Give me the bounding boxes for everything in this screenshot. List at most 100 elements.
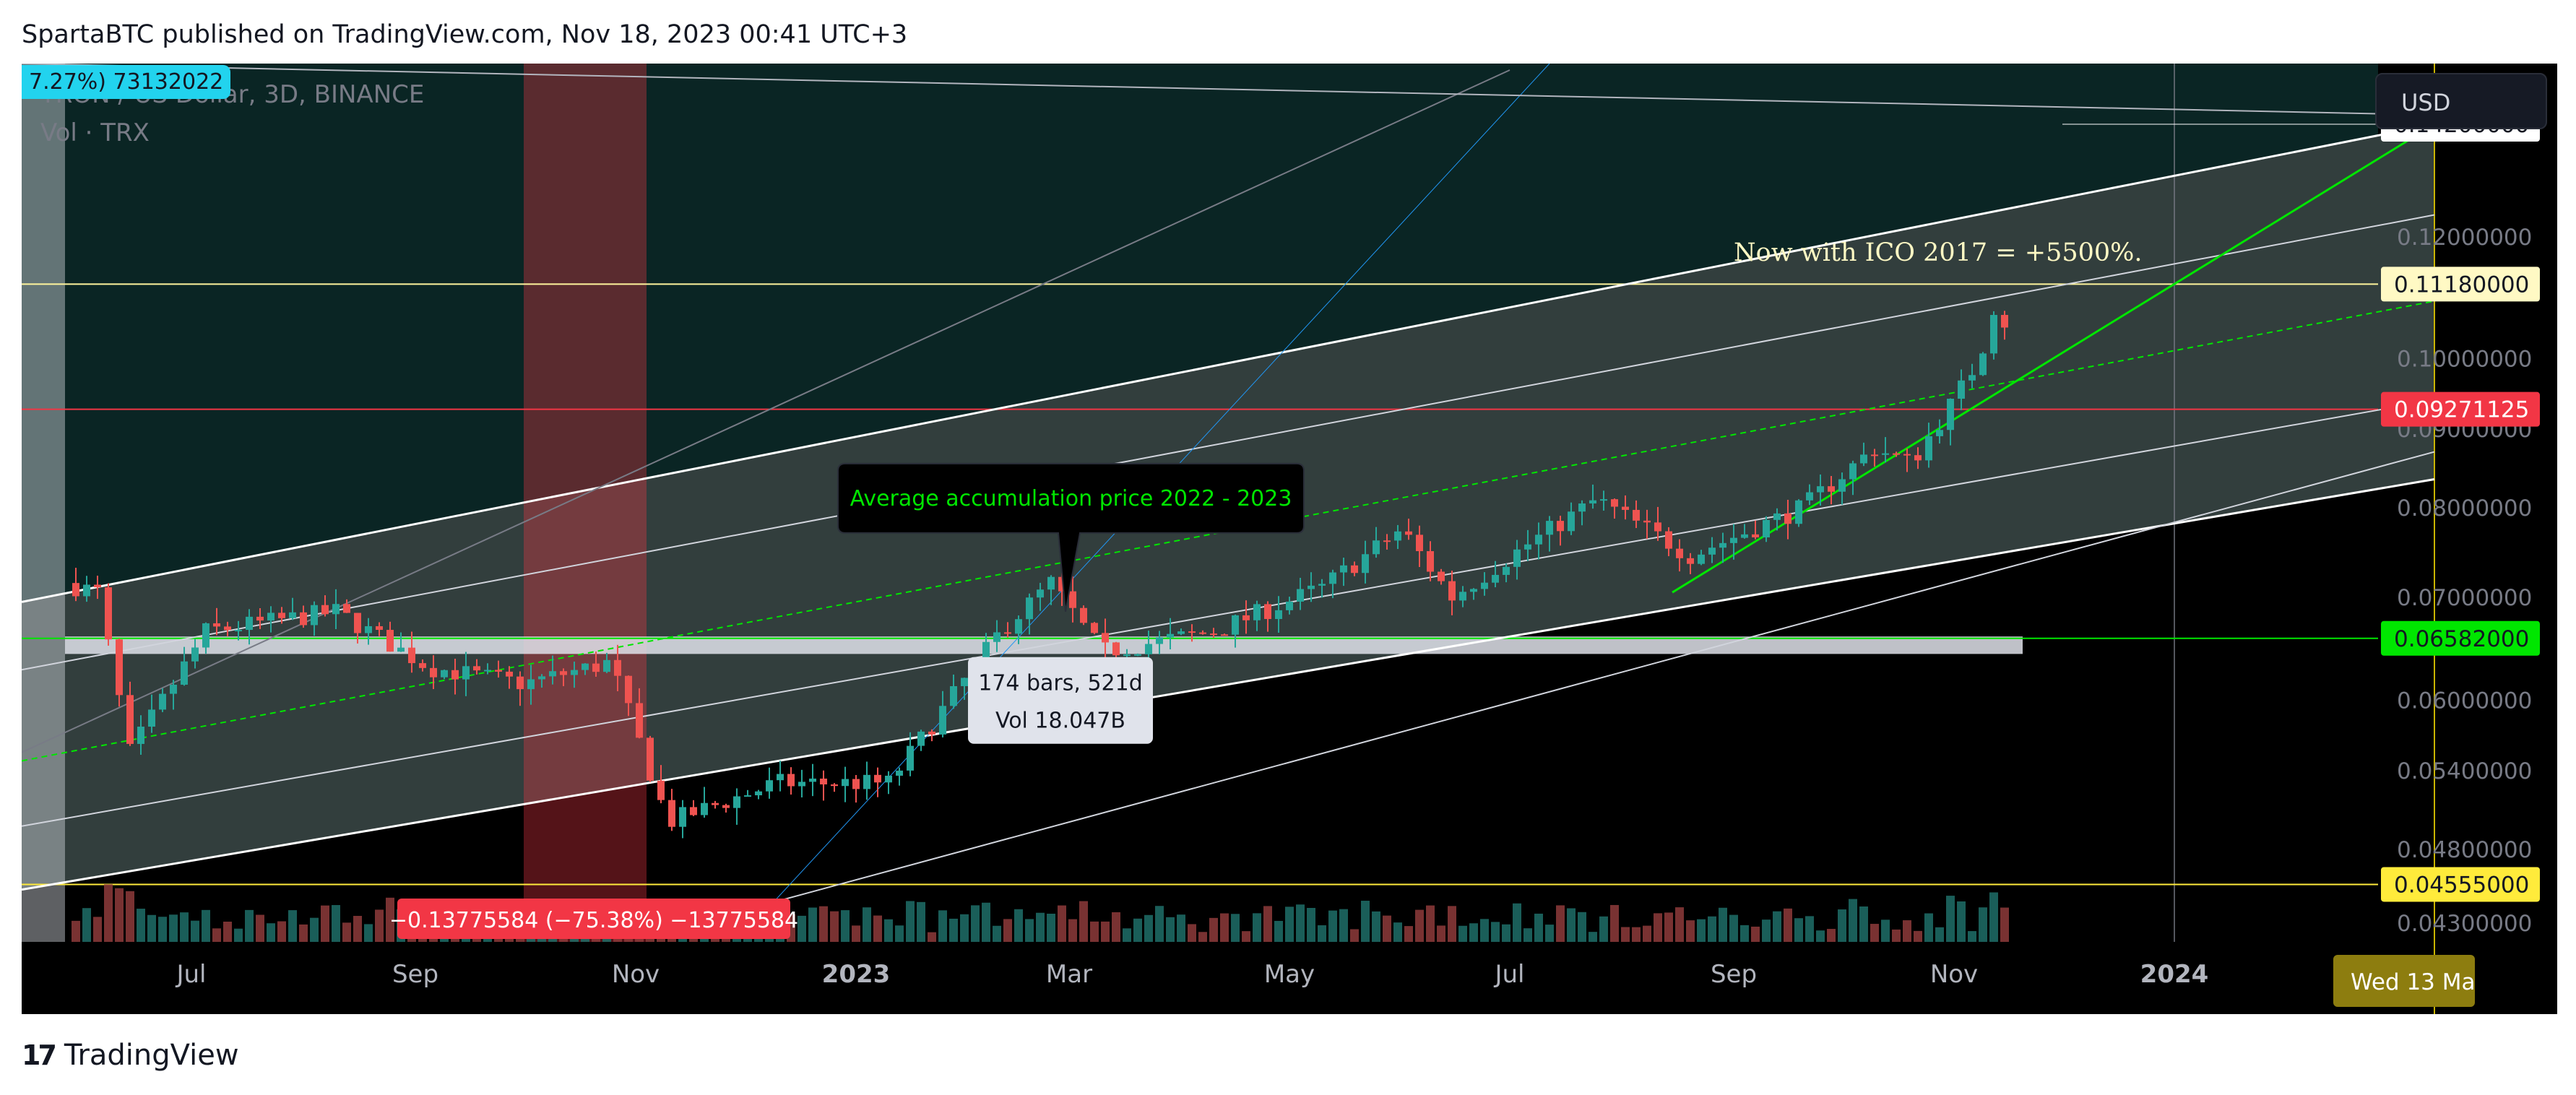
candle-body [961, 678, 968, 686]
volume-bar [82, 908, 91, 942]
volume-bar [1036, 912, 1045, 942]
candle-body [1990, 315, 1997, 354]
volume-bar [321, 905, 329, 942]
candle-body [993, 632, 1000, 642]
volume-bar [884, 919, 893, 942]
candle-body [1557, 521, 1564, 532]
volume-bar [1946, 896, 1955, 942]
volume-bar [1404, 926, 1413, 942]
currency-button[interactable]: USD [2375, 73, 2547, 129]
volume-bar [1220, 913, 1229, 942]
candle-body [647, 737, 654, 781]
volume-bar [863, 907, 871, 942]
candle-body [798, 782, 805, 787]
candle-body [1448, 581, 1456, 601]
volume-bar [1263, 906, 1272, 942]
candle-body [1481, 582, 1488, 589]
volume-bar [1112, 912, 1120, 942]
volume-bar [1968, 931, 1976, 942]
volume-bar [2000, 907, 2009, 942]
volume-bar [1079, 901, 1088, 942]
volume-bar [1383, 915, 1391, 942]
candle-body [462, 666, 470, 680]
candle-body [278, 613, 285, 618]
volume-bar [1805, 916, 1814, 942]
candle-body [1167, 633, 1174, 638]
candle-body [1730, 537, 1737, 543]
candle-body [603, 659, 610, 672]
volume-bar [1458, 925, 1467, 942]
volume-bar [1253, 913, 1261, 942]
candle-body [1958, 380, 1965, 399]
volume-bar [949, 918, 958, 942]
price-scale-background [2378, 64, 2557, 1014]
candle-body [1968, 375, 1976, 381]
volume-bar [1513, 903, 1521, 942]
y-tick-label: 0.12000000 [2397, 225, 2532, 251]
y-tick-label: 0.10000000 [2397, 347, 2532, 373]
tradingview-logo[interactable]: 17 TradingView [22, 1037, 239, 1073]
candle-body [1622, 506, 1629, 510]
candle-body [1546, 521, 1553, 535]
volume-bar [960, 914, 969, 942]
candle-body [1080, 607, 1087, 623]
chart-svg[interactable]: 0.120000000.100000000.090000000.08000000… [22, 64, 2557, 1014]
candle-body [896, 770, 903, 776]
candle-body [1351, 565, 1358, 574]
candle-body [1784, 513, 1791, 524]
volume-bar [223, 921, 232, 942]
candle-body [1459, 592, 1466, 601]
trend-line-4 [22, 478, 2435, 891]
candle-body [213, 623, 220, 627]
candle-body [657, 780, 665, 800]
ico-annotation: Now with ICO 2017 = +5500%. [1734, 238, 2143, 267]
candle-body [1069, 591, 1076, 608]
x-tick-label: Nov [1930, 960, 1978, 989]
candle-body [722, 805, 730, 808]
candle-body [712, 802, 719, 805]
candle-body [94, 584, 101, 588]
volume-bar [1534, 913, 1543, 942]
volume-bar [895, 925, 904, 942]
chart-area[interactable]: 0.12000000 0.10000000 0.09000000 0.08000000… [22, 64, 2557, 1014]
candle-body [1676, 548, 1683, 558]
x-tick-label: Sep [1711, 960, 1757, 989]
volume-bar [1794, 918, 1803, 942]
candle-body [1405, 531, 1412, 535]
volume-bar [1166, 917, 1175, 942]
candle-body [766, 780, 773, 792]
candle-body [982, 641, 990, 661]
volume-bar [1784, 908, 1792, 942]
volume-bar [928, 932, 936, 942]
candle-body [1903, 454, 1911, 456]
candle-body [1741, 534, 1748, 538]
candle-body [538, 676, 545, 680]
volume-bar [1025, 919, 1034, 942]
volume-bar [1502, 924, 1510, 942]
trend-line-9 [22, 64, 2435, 116]
volume-bar [353, 916, 362, 942]
candle-body [376, 626, 383, 631]
volume-bar [1328, 910, 1337, 942]
volume-bar [245, 909, 254, 942]
candle-body [1828, 486, 1835, 492]
time-scale-background [22, 942, 2378, 1014]
candle-body [419, 663, 426, 668]
volume-bar [158, 917, 167, 942]
candle-body [701, 802, 708, 815]
volume-bar [1589, 932, 1597, 942]
candle-body [939, 706, 946, 735]
candle-body [1795, 500, 1802, 524]
volume-bar [1058, 905, 1066, 942]
candle-body [777, 774, 784, 781]
measure-line-2: Vol 18.047B [995, 709, 1125, 734]
candle-body [1947, 399, 1954, 430]
candle-body [451, 670, 459, 680]
trend-line-6 [22, 69, 1510, 753]
candle-body [1362, 554, 1369, 574]
volume-bar [115, 888, 124, 942]
candle-body [831, 784, 838, 787]
candle-body [1773, 513, 1781, 520]
candle-body [1893, 453, 1900, 455]
candle-body [614, 659, 621, 676]
